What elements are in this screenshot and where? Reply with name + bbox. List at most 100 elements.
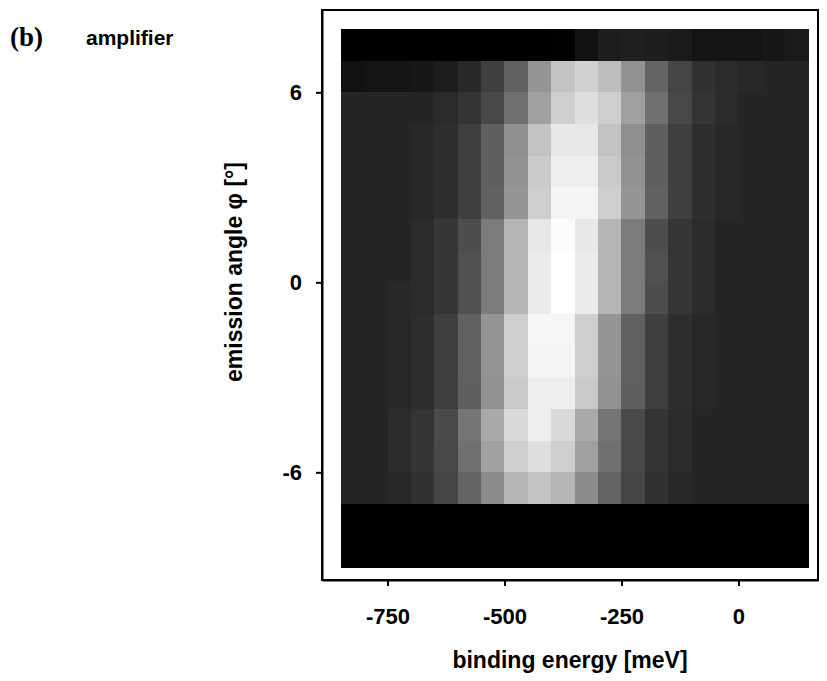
heatmap-cell: [621, 92, 645, 124]
heatmap-cell: [762, 61, 786, 93]
heatmap-cell: [785, 441, 809, 473]
heatmap-cell: [692, 282, 716, 314]
heatmap-cell: [388, 29, 412, 61]
heatmap-cell: [598, 282, 622, 314]
heatmap-cell: [645, 282, 669, 314]
heatmap-cell: [341, 441, 365, 473]
heatmap-cell: [528, 282, 552, 314]
heatmap-cell: [692, 377, 716, 409]
heatmap-cell: [458, 441, 482, 473]
heatmap-cell: [738, 92, 762, 124]
heatmap-cell: [575, 409, 599, 441]
heatmap-cell: [575, 282, 599, 314]
heatmap-cell: [575, 219, 599, 251]
heatmap-cell: [762, 377, 786, 409]
tick-mark: [316, 472, 322, 474]
heatmap-cell: [668, 156, 692, 188]
heatmap-cell: [598, 124, 622, 156]
heatmap-cell: [738, 346, 762, 378]
axis-line: [322, 11, 324, 581]
tick-label: 0: [290, 270, 302, 295]
heatmap-cell: [621, 156, 645, 188]
heatmap-cell: [434, 377, 458, 409]
heatmap-cell: [458, 504, 482, 536]
heatmap-cell: [645, 92, 669, 124]
heatmap-cell: [388, 156, 412, 188]
heatmap-cell: [645, 187, 669, 219]
heatmap-cell: [504, 251, 528, 283]
heatmap-cell: [598, 29, 622, 61]
heatmap-cell: [785, 314, 809, 346]
heatmap-cell: [598, 472, 622, 504]
heatmap-cell: [504, 124, 528, 156]
tick-mark: [738, 580, 740, 586]
heatmap-cell: [715, 409, 739, 441]
heatmap-cell: [388, 219, 412, 251]
heatmap-cell: [411, 219, 435, 251]
heatmap-cell: [785, 377, 809, 409]
heatmap-cell: [785, 504, 809, 536]
heatmap-cell: [715, 314, 739, 346]
heatmap-cell: [504, 536, 528, 568]
heatmap-cell: [504, 409, 528, 441]
heatmap-cell: [575, 377, 599, 409]
heatmap-cell: [785, 472, 809, 504]
heatmap-cell: [762, 219, 786, 251]
heatmap-cell: [458, 61, 482, 93]
heatmap-cell: [668, 251, 692, 283]
heatmap-cell: [785, 29, 809, 61]
axis-line: [323, 580, 819, 582]
heatmap-cell: [762, 156, 786, 188]
heatmap-cell: [388, 377, 412, 409]
heatmap-cell: [388, 124, 412, 156]
heatmap-cell: [434, 346, 458, 378]
heatmap-cell: [785, 156, 809, 188]
heatmap-cell: [692, 441, 716, 473]
heatmap-cell: [481, 504, 505, 536]
heatmap-cell: [388, 251, 412, 283]
heatmap-cell: [785, 219, 809, 251]
heatmap-cell: [575, 61, 599, 93]
heatmap-cell: [668, 282, 692, 314]
heatmap-cell: [458, 472, 482, 504]
heatmap-cell: [411, 409, 435, 441]
heatmap-cell: [434, 441, 458, 473]
heatmap-cell: [341, 61, 365, 93]
tick: 0: [733, 580, 745, 629]
heatmap-cell: [341, 314, 365, 346]
heatmap-cell: [458, 219, 482, 251]
heatmap-cell: [364, 219, 388, 251]
tick: 6: [290, 80, 322, 105]
heatmap-cell: [551, 441, 575, 473]
heatmap-cell: [481, 409, 505, 441]
heatmap-cell: [621, 409, 645, 441]
heatmap-cell: [738, 156, 762, 188]
heatmap-cell: [621, 124, 645, 156]
heatmap-cell: [598, 409, 622, 441]
heatmap-cell: [668, 314, 692, 346]
tick-mark: [316, 282, 322, 284]
heatmap-cell: [481, 124, 505, 156]
heatmap-cell: [481, 441, 505, 473]
heatmap-cell: [504, 29, 528, 61]
y-axis: -606: [282, 11, 322, 581]
heatmap-cell: [621, 219, 645, 251]
heatmap-cell: [551, 282, 575, 314]
heatmap-cell: [621, 441, 645, 473]
heatmap-cell: [528, 441, 552, 473]
heatmap-cell: [481, 377, 505, 409]
heatmap-cell: [715, 472, 739, 504]
heatmap-cell: [434, 61, 458, 93]
heatmap-cell: [551, 219, 575, 251]
heatmap-cell: [364, 251, 388, 283]
heatmap-cell: [504, 187, 528, 219]
heatmap-cell: [598, 61, 622, 93]
heatmap-cell: [458, 409, 482, 441]
heatmap-cell: [411, 124, 435, 156]
heatmap-cell: [645, 441, 669, 473]
heatmap-cell: [551, 536, 575, 568]
heatmap-cell: [528, 29, 552, 61]
heatmap-cell: [575, 346, 599, 378]
heatmap-cell: [785, 536, 809, 568]
y-axis-title: emission angle φ [°]: [221, 162, 247, 382]
